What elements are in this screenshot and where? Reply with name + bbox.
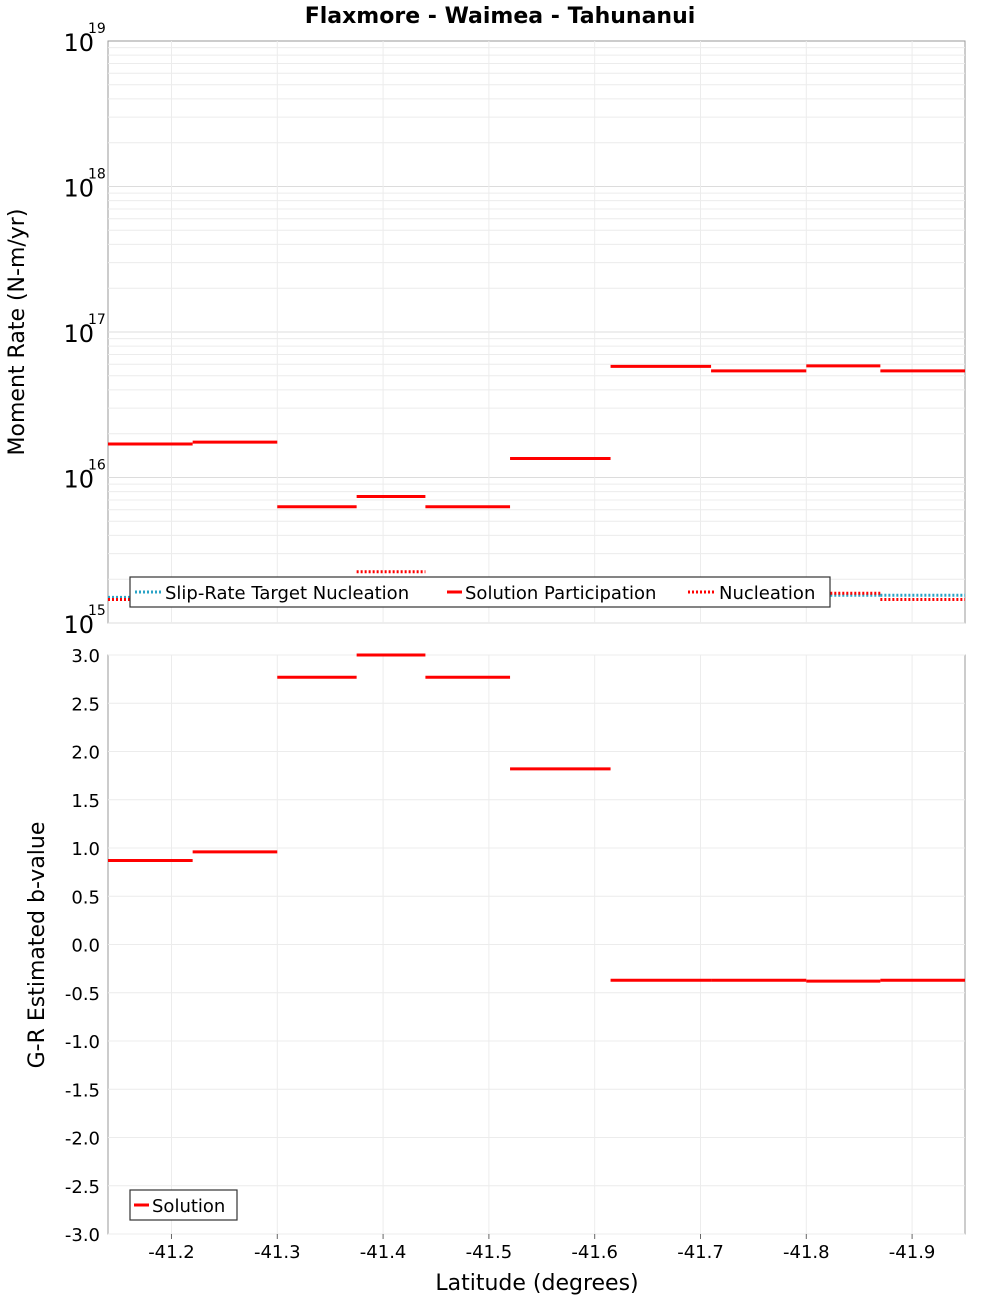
b-value-series [108, 653, 965, 983]
x-tick-label: -41.4 [360, 1242, 407, 1263]
b-value-plot: 3.0 2.5 2.0 1.5 1.0 0.5 0.0 -0.5 -1.0 -1.5 -2.0 -2.… [25, 646, 966, 1296]
y-tick-label: -1.5 [65, 1080, 100, 1101]
y-tick-base: 10 [63, 29, 94, 57]
y-tick-label: 1.5 [71, 791, 100, 812]
y-tick-base: 10 [63, 320, 94, 348]
y-tick-base: 10 [63, 611, 94, 639]
y-tick-exponent: 17 [88, 312, 106, 328]
x-tick-label: -41.9 [889, 1242, 936, 1263]
moment-rate-y-axis-label: Moment Rate (N-m/yr) [5, 209, 30, 456]
x-axis-label: Latitude (degrees) [435, 1271, 638, 1296]
legend-label-solution-participation: Solution Participation [465, 583, 656, 604]
y-tick-label: -0.5 [65, 984, 100, 1005]
y-tick-label: -1.0 [65, 1032, 100, 1053]
x-tick-label: -41.7 [677, 1242, 724, 1263]
x-tick-label: -41.2 [148, 1242, 195, 1263]
y-tick-label: 3.0 [71, 646, 100, 667]
y-tick-label: 0.0 [71, 936, 100, 957]
legend-label-nucleation: Nucleation [719, 583, 815, 604]
y-tick-base: 10 [63, 175, 94, 203]
x-tick-label: -41.6 [571, 1242, 618, 1263]
b-value-y-axis-label: G-R Estimated b-value [25, 822, 50, 1069]
b-value-grid [108, 654, 965, 1235]
y-tick-exponent: 18 [88, 167, 106, 183]
y-tick-label: -2.0 [65, 1129, 100, 1150]
b-value-y-ticks: 3.0 2.5 2.0 1.5 1.0 0.5 0.0 -0.5 -1.0 -1.5 -2.0 -2.… [65, 646, 100, 1246]
x-tick-label: -41.5 [466, 1242, 513, 1263]
moment-rate-grid [108, 41, 965, 624]
y-tick-label: 0.5 [71, 887, 100, 908]
y-tick-label: 2.0 [71, 743, 100, 764]
x-tick-label: -41.3 [254, 1242, 301, 1263]
x-tick-label: -41.8 [783, 1242, 830, 1263]
b-value-legend: Solution [129, 1189, 238, 1221]
y-tick-base: 10 [63, 466, 94, 494]
y-tick-label: 2.5 [71, 694, 100, 715]
y-tick-label: 1.0 [71, 839, 100, 860]
y-tick-exponent: 16 [88, 458, 106, 474]
moment-rate-legend: Slip-Rate Target Nucleation Solution Par… [129, 576, 831, 608]
legend-label-slip-rate-target: Slip-Rate Target Nucleation [165, 583, 409, 604]
chart-title: Flaxmore - Waimea - Tahunanui [305, 4, 696, 29]
y-tick-label: -2.5 [65, 1177, 100, 1198]
y-tick-exponent: 15 [88, 603, 106, 619]
y-tick-label: -3.0 [65, 1225, 100, 1246]
legend-label-solution: Solution [152, 1196, 225, 1217]
b-value-x-ticks: -41.2 -41.3 -41.4 -41.5 -41.6 -41.7 -41.8 -41.9 [148, 1234, 935, 1263]
y-tick-exponent: 19 [88, 21, 106, 37]
